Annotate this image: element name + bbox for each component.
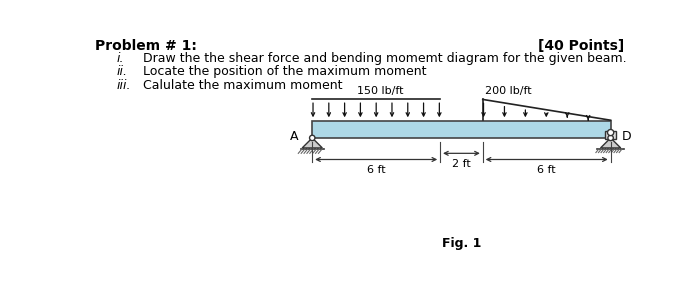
Text: A: A xyxy=(290,130,298,143)
Text: Fig. 1: Fig. 1 xyxy=(442,237,481,250)
Text: 2 ft: 2 ft xyxy=(452,159,471,169)
Bar xyxy=(606,131,616,139)
Polygon shape xyxy=(601,138,621,148)
Bar xyxy=(312,121,610,138)
Text: 6 ft: 6 ft xyxy=(367,165,386,175)
Text: 6 ft: 6 ft xyxy=(538,165,556,175)
Text: D: D xyxy=(622,130,631,143)
Text: Calulate the maximum moment: Calulate the maximum moment xyxy=(144,79,343,92)
Circle shape xyxy=(608,135,613,141)
Text: 200 lb/ft: 200 lb/ft xyxy=(485,86,532,96)
Text: Problem # 1:: Problem # 1: xyxy=(95,38,197,53)
Text: ii.: ii. xyxy=(117,65,128,78)
Text: Draw the the shear force and bending momemt diagram for the given beam.: Draw the the shear force and bending mom… xyxy=(144,52,627,65)
Polygon shape xyxy=(302,138,322,148)
Circle shape xyxy=(608,129,614,136)
Text: Locate the position of the maximum moment: Locate the position of the maximum momen… xyxy=(144,65,427,78)
Text: 150 lb/ft: 150 lb/ft xyxy=(357,86,403,96)
Circle shape xyxy=(309,135,315,141)
Text: [40 Points]: [40 Points] xyxy=(538,38,624,53)
Text: i.: i. xyxy=(117,52,125,65)
Text: iii.: iii. xyxy=(117,79,132,92)
